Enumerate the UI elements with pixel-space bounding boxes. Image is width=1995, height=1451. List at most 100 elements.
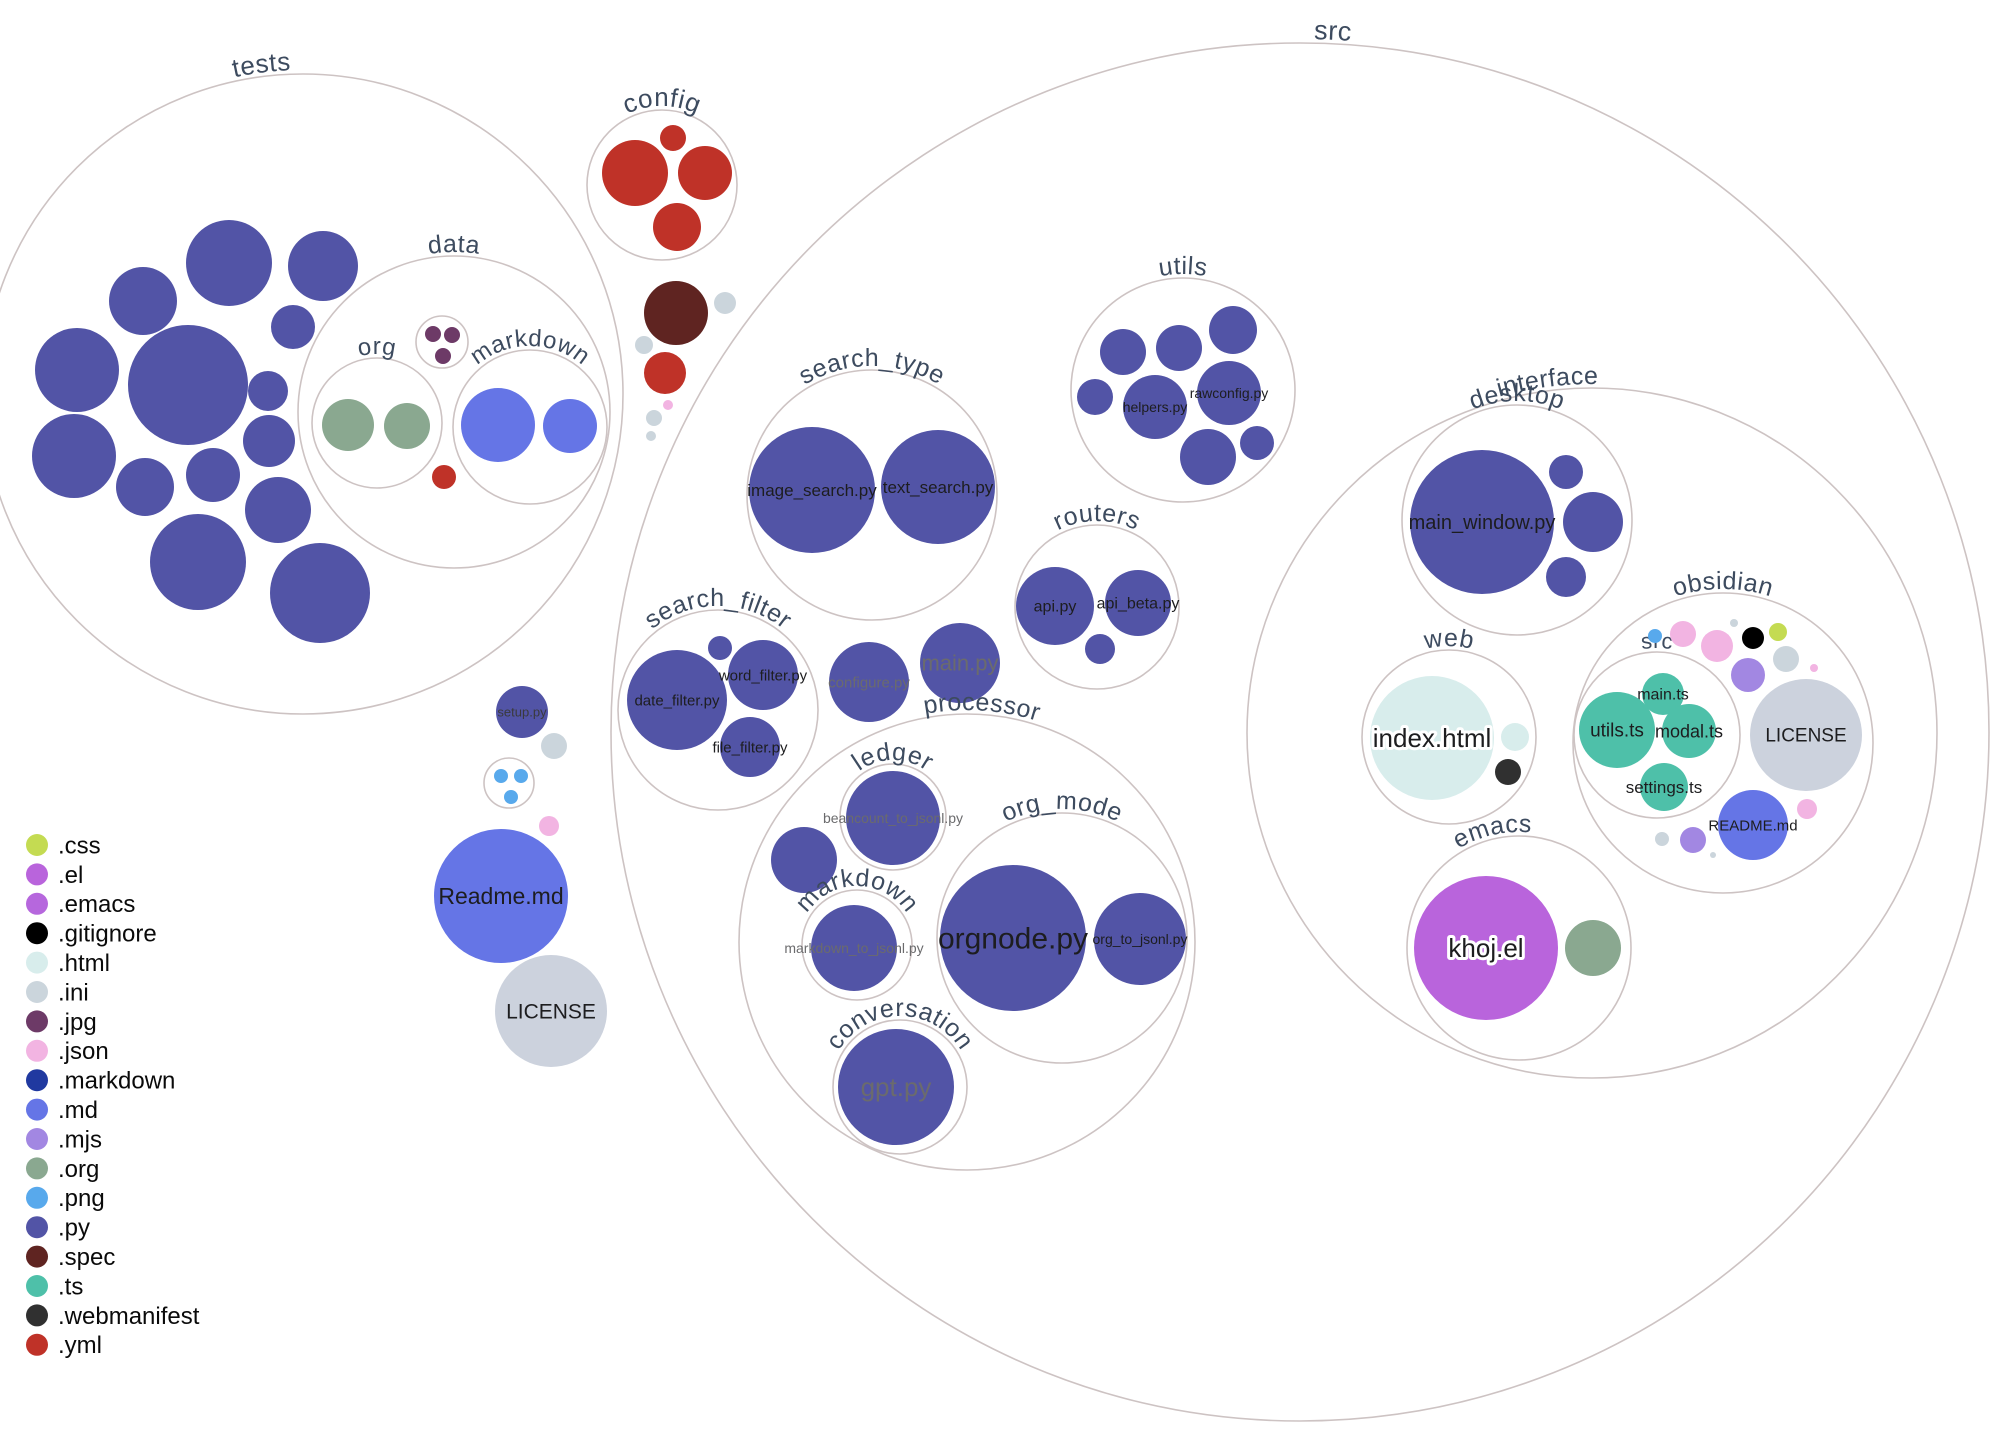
legend-swatch--html — [26, 951, 48, 974]
folder-circle-search-filter — [617, 609, 819, 811]
folder-label-processor: processor — [921, 688, 1044, 727]
folder-circle-emacs — [1406, 835, 1632, 1061]
file-dot--png — [1648, 629, 1662, 643]
file-label-license: LICENSE — [1765, 726, 1846, 747]
file-dot--yml — [660, 125, 686, 151]
file-dot--org — [1565, 920, 1621, 976]
legend-label--emacs: .emacs — [58, 891, 135, 918]
file-dot--spec — [644, 281, 708, 345]
file-dot--jpg — [425, 326, 441, 342]
folder-label-config: config — [618, 82, 706, 120]
file-dot--ini — [714, 292, 736, 314]
legend-swatch--webmanifest — [26, 1304, 48, 1327]
folder-circle-config — [586, 109, 738, 261]
file-label-main-py: main.py — [921, 651, 998, 676]
file-circle-utils-ts — [1579, 692, 1655, 768]
folder-circle-desktop — [1401, 404, 1633, 636]
legend-swatch--spec — [26, 1245, 48, 1268]
file-label-beancount-to-jsonl-py: beancount_to_jsonl.py — [823, 810, 963, 826]
file-dot--py — [116, 458, 174, 516]
file-dot--json — [539, 816, 559, 836]
file-dot--py — [1546, 557, 1586, 597]
file-label-date-filter-py: date_filter.py — [634, 692, 720, 709]
file-circle-khoj-el — [1414, 876, 1558, 1020]
file-circle-setup-py — [496, 686, 548, 738]
file-dot--py — [245, 477, 311, 543]
legend-label--md: .md — [58, 1097, 98, 1124]
file-circle-rawconfig-py — [1197, 361, 1261, 425]
file-dot--py — [128, 325, 248, 445]
file-circle-configure-py — [829, 642, 909, 722]
file-dot--css — [1769, 623, 1787, 641]
file-label-orgnode-py: orgnode.py — [938, 923, 1088, 956]
file-dot--py — [109, 267, 177, 335]
file-dot--yml — [678, 146, 732, 200]
folder-circle-conversation — [832, 1019, 968, 1155]
file-dot--mjs — [1731, 658, 1765, 692]
folder-label-data: data — [426, 230, 481, 260]
file-dot--jpg — [444, 327, 460, 343]
file-dot--ini — [541, 733, 567, 759]
legend-label--jpg: .jpg — [58, 1009, 97, 1036]
folder-circle-node — [415, 315, 469, 369]
file-label-settings-ts: settings.ts — [1626, 778, 1703, 797]
legend-label--webmanifest: .webmanifest — [58, 1303, 200, 1330]
file-circle-date-filter-py — [627, 650, 727, 750]
file-circle-image-search-py — [749, 427, 875, 553]
legend-swatch--emacs — [26, 892, 48, 915]
file-label-org-to-jsonl-py: org_to_jsonl.py — [1093, 931, 1188, 947]
file-circle-orgnode-py — [940, 865, 1086, 1011]
file-label-readme-md: Readme.md — [438, 883, 563, 909]
file-dot--gitignore — [1742, 627, 1764, 649]
file-label-setup-py: setup.py — [497, 705, 547, 720]
folder-label-search-filter: search_filter — [639, 584, 797, 634]
file-dot--ini — [646, 410, 662, 426]
folder-circle-node — [483, 757, 535, 809]
file-label-configure-py: configure.py — [828, 674, 910, 691]
file-dot--json — [1701, 630, 1733, 662]
legend-swatch--markdown — [26, 1069, 48, 1092]
file-label-license: LICENSE — [506, 1000, 596, 1023]
legend-swatch--gitignore — [26, 922, 48, 945]
folder-circle-src — [1573, 651, 1741, 819]
file-circle-word-filter-py — [728, 640, 798, 710]
file-dot--py — [150, 514, 246, 610]
folder-label-utils: utils — [1157, 252, 1210, 282]
legend-swatch--mjs — [26, 1128, 48, 1150]
file-dot--py — [186, 448, 240, 502]
file-dot--html — [1501, 723, 1529, 751]
folder-circle-processor — [738, 713, 1196, 1171]
folder-circle-markdown — [801, 889, 913, 1001]
file-dot--ini — [1710, 852, 1716, 858]
file-dot--md — [461, 388, 535, 462]
folder-circle-tests — [0, 73, 624, 715]
file-circle-api-beta-py — [1105, 570, 1171, 636]
file-circle-index-html — [1370, 676, 1494, 800]
file-dot--yml — [644, 352, 686, 394]
folder-label-emacs: emacs — [1448, 810, 1532, 854]
legend-label--json: .json — [58, 1038, 109, 1065]
legend-swatch--jpg — [26, 1010, 48, 1033]
file-dot--py — [1209, 306, 1257, 354]
file-label-image-search-py: image_search.py — [747, 481, 877, 500]
file-dot--png — [504, 790, 518, 804]
file-label-word-filter-py: word_filter.py — [718, 667, 808, 684]
file-circle-beancount-to-jsonl-py — [846, 771, 940, 865]
legend-label--css: .css — [58, 832, 101, 859]
file-label-khoj-el: khoj.el — [1448, 933, 1523, 963]
file-dot--py — [1563, 492, 1623, 552]
file-dot--py — [248, 371, 288, 411]
file-dot--py — [32, 414, 116, 498]
file-dot--md — [543, 399, 597, 453]
file-circle-license — [495, 955, 607, 1067]
file-dot--py — [1077, 379, 1113, 415]
file-circle-text-search-py — [881, 430, 995, 544]
file-dot--py — [243, 415, 295, 467]
legend-swatch--md — [26, 1098, 48, 1121]
file-dot--json — [663, 400, 673, 410]
legend-label--spec: .spec — [58, 1244, 115, 1271]
file-dot--org — [384, 403, 430, 449]
folder-label-src: src — [1314, 15, 1353, 47]
legend-swatch--json — [26, 1039, 48, 1062]
legend-swatch--yml — [26, 1333, 48, 1356]
